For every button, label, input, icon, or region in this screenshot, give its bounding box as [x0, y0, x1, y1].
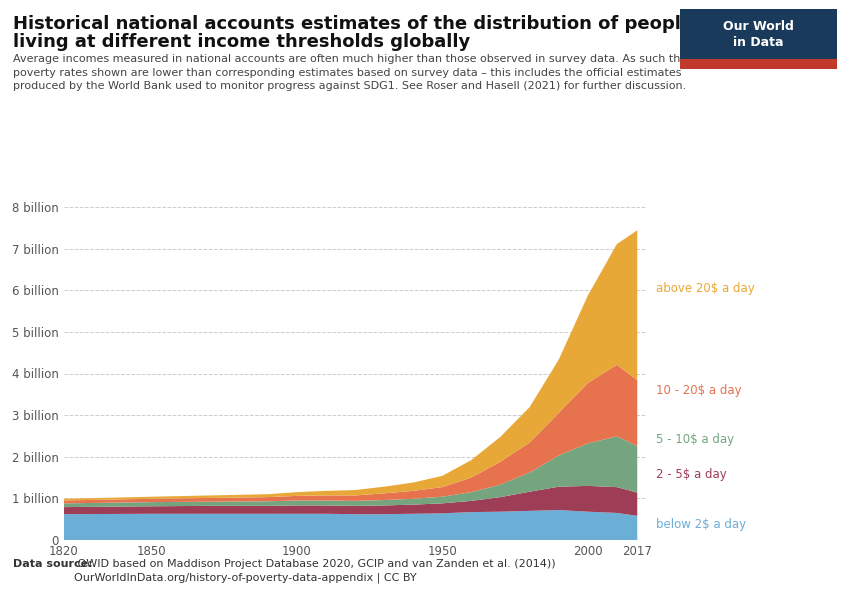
Text: above 20$ a day: above 20$ a day [656, 281, 755, 295]
Text: Data source:: Data source: [13, 559, 93, 569]
Text: OWID based on Maddison Project Database 2020, GCIP and van Zanden et al. (2014)): OWID based on Maddison Project Database … [74, 559, 556, 583]
Text: 5 - 10$ a day: 5 - 10$ a day [656, 433, 734, 446]
Text: Historical national accounts estimates of the distribution of people: Historical national accounts estimates o… [13, 15, 693, 33]
Text: Our World
in Data: Our World in Data [723, 20, 794, 49]
Text: Average incomes measured in national accounts are often much higher than those o: Average incomes measured in national acc… [13, 54, 687, 91]
Text: 2 - 5$ a day: 2 - 5$ a day [656, 468, 727, 481]
Text: living at different income thresholds globally: living at different income thresholds gl… [13, 33, 470, 51]
Text: below 2$ a day: below 2$ a day [656, 518, 746, 530]
Text: 10 - 20$ a day: 10 - 20$ a day [656, 385, 742, 397]
